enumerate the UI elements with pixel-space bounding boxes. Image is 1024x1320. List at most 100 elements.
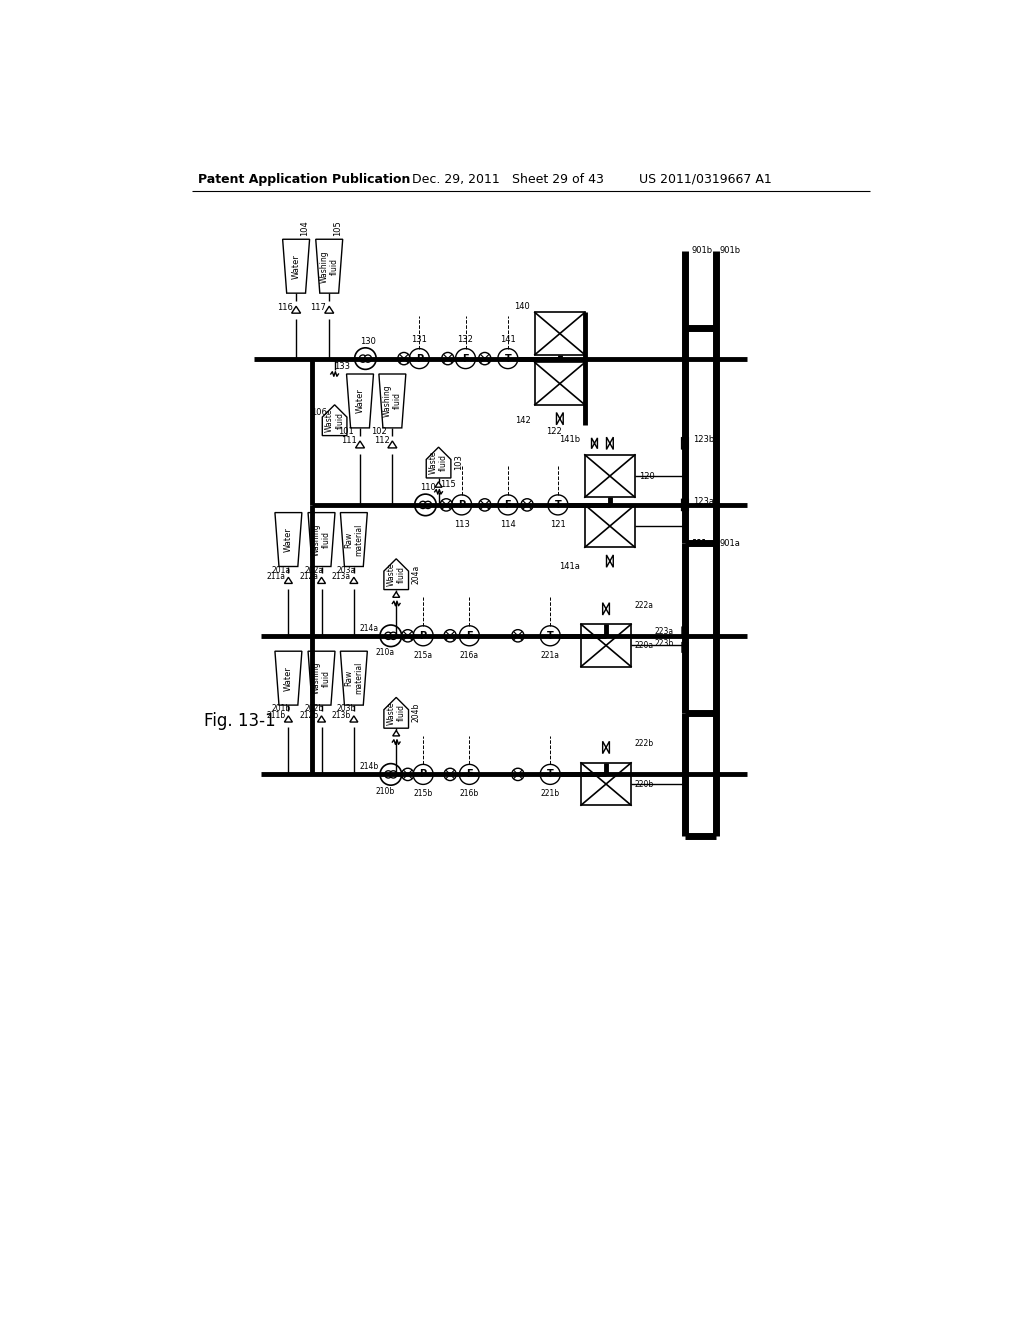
Text: 121: 121 bbox=[550, 520, 566, 528]
Text: 220b: 220b bbox=[635, 780, 654, 788]
Polygon shape bbox=[355, 441, 365, 447]
Polygon shape bbox=[325, 306, 334, 313]
Circle shape bbox=[397, 352, 410, 364]
Text: 901a: 901a bbox=[691, 539, 712, 548]
Text: 123a: 123a bbox=[692, 496, 714, 506]
Polygon shape bbox=[682, 642, 688, 653]
Circle shape bbox=[410, 348, 429, 368]
Text: 216b: 216b bbox=[460, 789, 479, 799]
Polygon shape bbox=[317, 577, 326, 583]
Text: 122: 122 bbox=[546, 428, 562, 436]
Polygon shape bbox=[393, 591, 399, 598]
Text: Washing
fluid: Washing fluid bbox=[312, 523, 331, 556]
Polygon shape bbox=[606, 437, 613, 449]
Polygon shape bbox=[606, 554, 613, 568]
Text: 201a: 201a bbox=[271, 566, 290, 574]
Polygon shape bbox=[379, 374, 406, 428]
Text: Washing
fluid: Washing fluid bbox=[383, 384, 402, 417]
Text: 221b: 221b bbox=[541, 789, 560, 799]
Text: F: F bbox=[466, 631, 473, 640]
Text: 214b: 214b bbox=[359, 762, 379, 771]
Circle shape bbox=[424, 502, 432, 508]
Circle shape bbox=[390, 771, 397, 777]
Text: 142: 142 bbox=[515, 416, 531, 425]
Text: Dec. 29, 2011: Dec. 29, 2011 bbox=[412, 173, 500, 186]
Text: 211b: 211b bbox=[266, 710, 286, 719]
Polygon shape bbox=[682, 437, 688, 449]
Text: P: P bbox=[420, 631, 427, 640]
Circle shape bbox=[478, 499, 490, 511]
Text: 223a: 223a bbox=[654, 627, 674, 636]
Polygon shape bbox=[285, 715, 293, 722]
Text: 141a: 141a bbox=[559, 562, 580, 572]
Circle shape bbox=[452, 495, 472, 515]
Text: 117: 117 bbox=[310, 302, 327, 312]
Text: T: T bbox=[555, 500, 561, 510]
Polygon shape bbox=[308, 512, 335, 566]
Text: 204b: 204b bbox=[412, 704, 421, 722]
Bar bbox=[581, 763, 631, 805]
Bar bbox=[585, 504, 635, 548]
Polygon shape bbox=[283, 239, 309, 293]
Circle shape bbox=[456, 348, 475, 368]
Text: 102: 102 bbox=[371, 428, 386, 436]
Circle shape bbox=[415, 494, 436, 516]
Text: US 2011/0319667 A1: US 2011/0319667 A1 bbox=[639, 173, 771, 186]
Text: 113: 113 bbox=[454, 520, 470, 528]
Circle shape bbox=[478, 352, 490, 364]
Polygon shape bbox=[682, 627, 688, 638]
Text: P: P bbox=[458, 500, 465, 510]
Polygon shape bbox=[603, 742, 609, 754]
Text: 211a: 211a bbox=[266, 572, 286, 581]
Text: T: T bbox=[547, 770, 554, 779]
Circle shape bbox=[541, 626, 560, 645]
Circle shape bbox=[548, 495, 568, 515]
Text: 213a: 213a bbox=[332, 572, 351, 581]
Text: 223b: 223b bbox=[654, 639, 674, 648]
Circle shape bbox=[385, 771, 392, 777]
Text: 203a: 203a bbox=[337, 566, 355, 574]
Text: 210b: 210b bbox=[375, 787, 394, 796]
Polygon shape bbox=[435, 482, 442, 487]
Circle shape bbox=[390, 632, 397, 639]
Polygon shape bbox=[592, 438, 597, 449]
Text: 120: 120 bbox=[639, 471, 654, 480]
Text: 104: 104 bbox=[300, 220, 309, 235]
Polygon shape bbox=[384, 558, 409, 590]
Circle shape bbox=[401, 630, 414, 642]
Text: 220a: 220a bbox=[635, 642, 654, 649]
Text: Water: Water bbox=[292, 253, 301, 279]
Text: T: T bbox=[505, 354, 511, 363]
Text: 123b: 123b bbox=[692, 436, 714, 444]
Circle shape bbox=[460, 764, 479, 784]
Text: 901b: 901b bbox=[691, 247, 713, 255]
Polygon shape bbox=[317, 715, 326, 722]
Text: Waste
fluid: Waste fluid bbox=[386, 562, 406, 586]
Text: 222b: 222b bbox=[635, 739, 654, 748]
Circle shape bbox=[498, 348, 518, 368]
Polygon shape bbox=[346, 374, 374, 428]
Circle shape bbox=[541, 764, 560, 784]
Polygon shape bbox=[426, 447, 451, 478]
Text: Fig. 13-1: Fig. 13-1 bbox=[204, 711, 275, 730]
Text: 116: 116 bbox=[278, 302, 293, 312]
Text: Waste
fluid: Waste fluid bbox=[325, 408, 344, 432]
Circle shape bbox=[413, 626, 433, 645]
Text: Raw
material: Raw material bbox=[344, 661, 364, 694]
Polygon shape bbox=[292, 306, 301, 313]
Text: Water: Water bbox=[284, 665, 293, 690]
Text: 210a: 210a bbox=[375, 648, 394, 657]
Polygon shape bbox=[350, 577, 357, 583]
Polygon shape bbox=[315, 239, 343, 293]
Text: 202b: 202b bbox=[304, 705, 324, 713]
Polygon shape bbox=[393, 730, 399, 737]
Text: 901b: 901b bbox=[720, 247, 740, 255]
Text: F: F bbox=[462, 354, 469, 363]
Text: 131: 131 bbox=[412, 335, 427, 343]
Text: 105: 105 bbox=[333, 220, 342, 235]
Circle shape bbox=[460, 626, 479, 645]
Circle shape bbox=[512, 768, 524, 780]
Text: 202a: 202a bbox=[304, 566, 324, 574]
Text: Water: Water bbox=[284, 527, 293, 552]
Text: T: T bbox=[547, 631, 554, 640]
